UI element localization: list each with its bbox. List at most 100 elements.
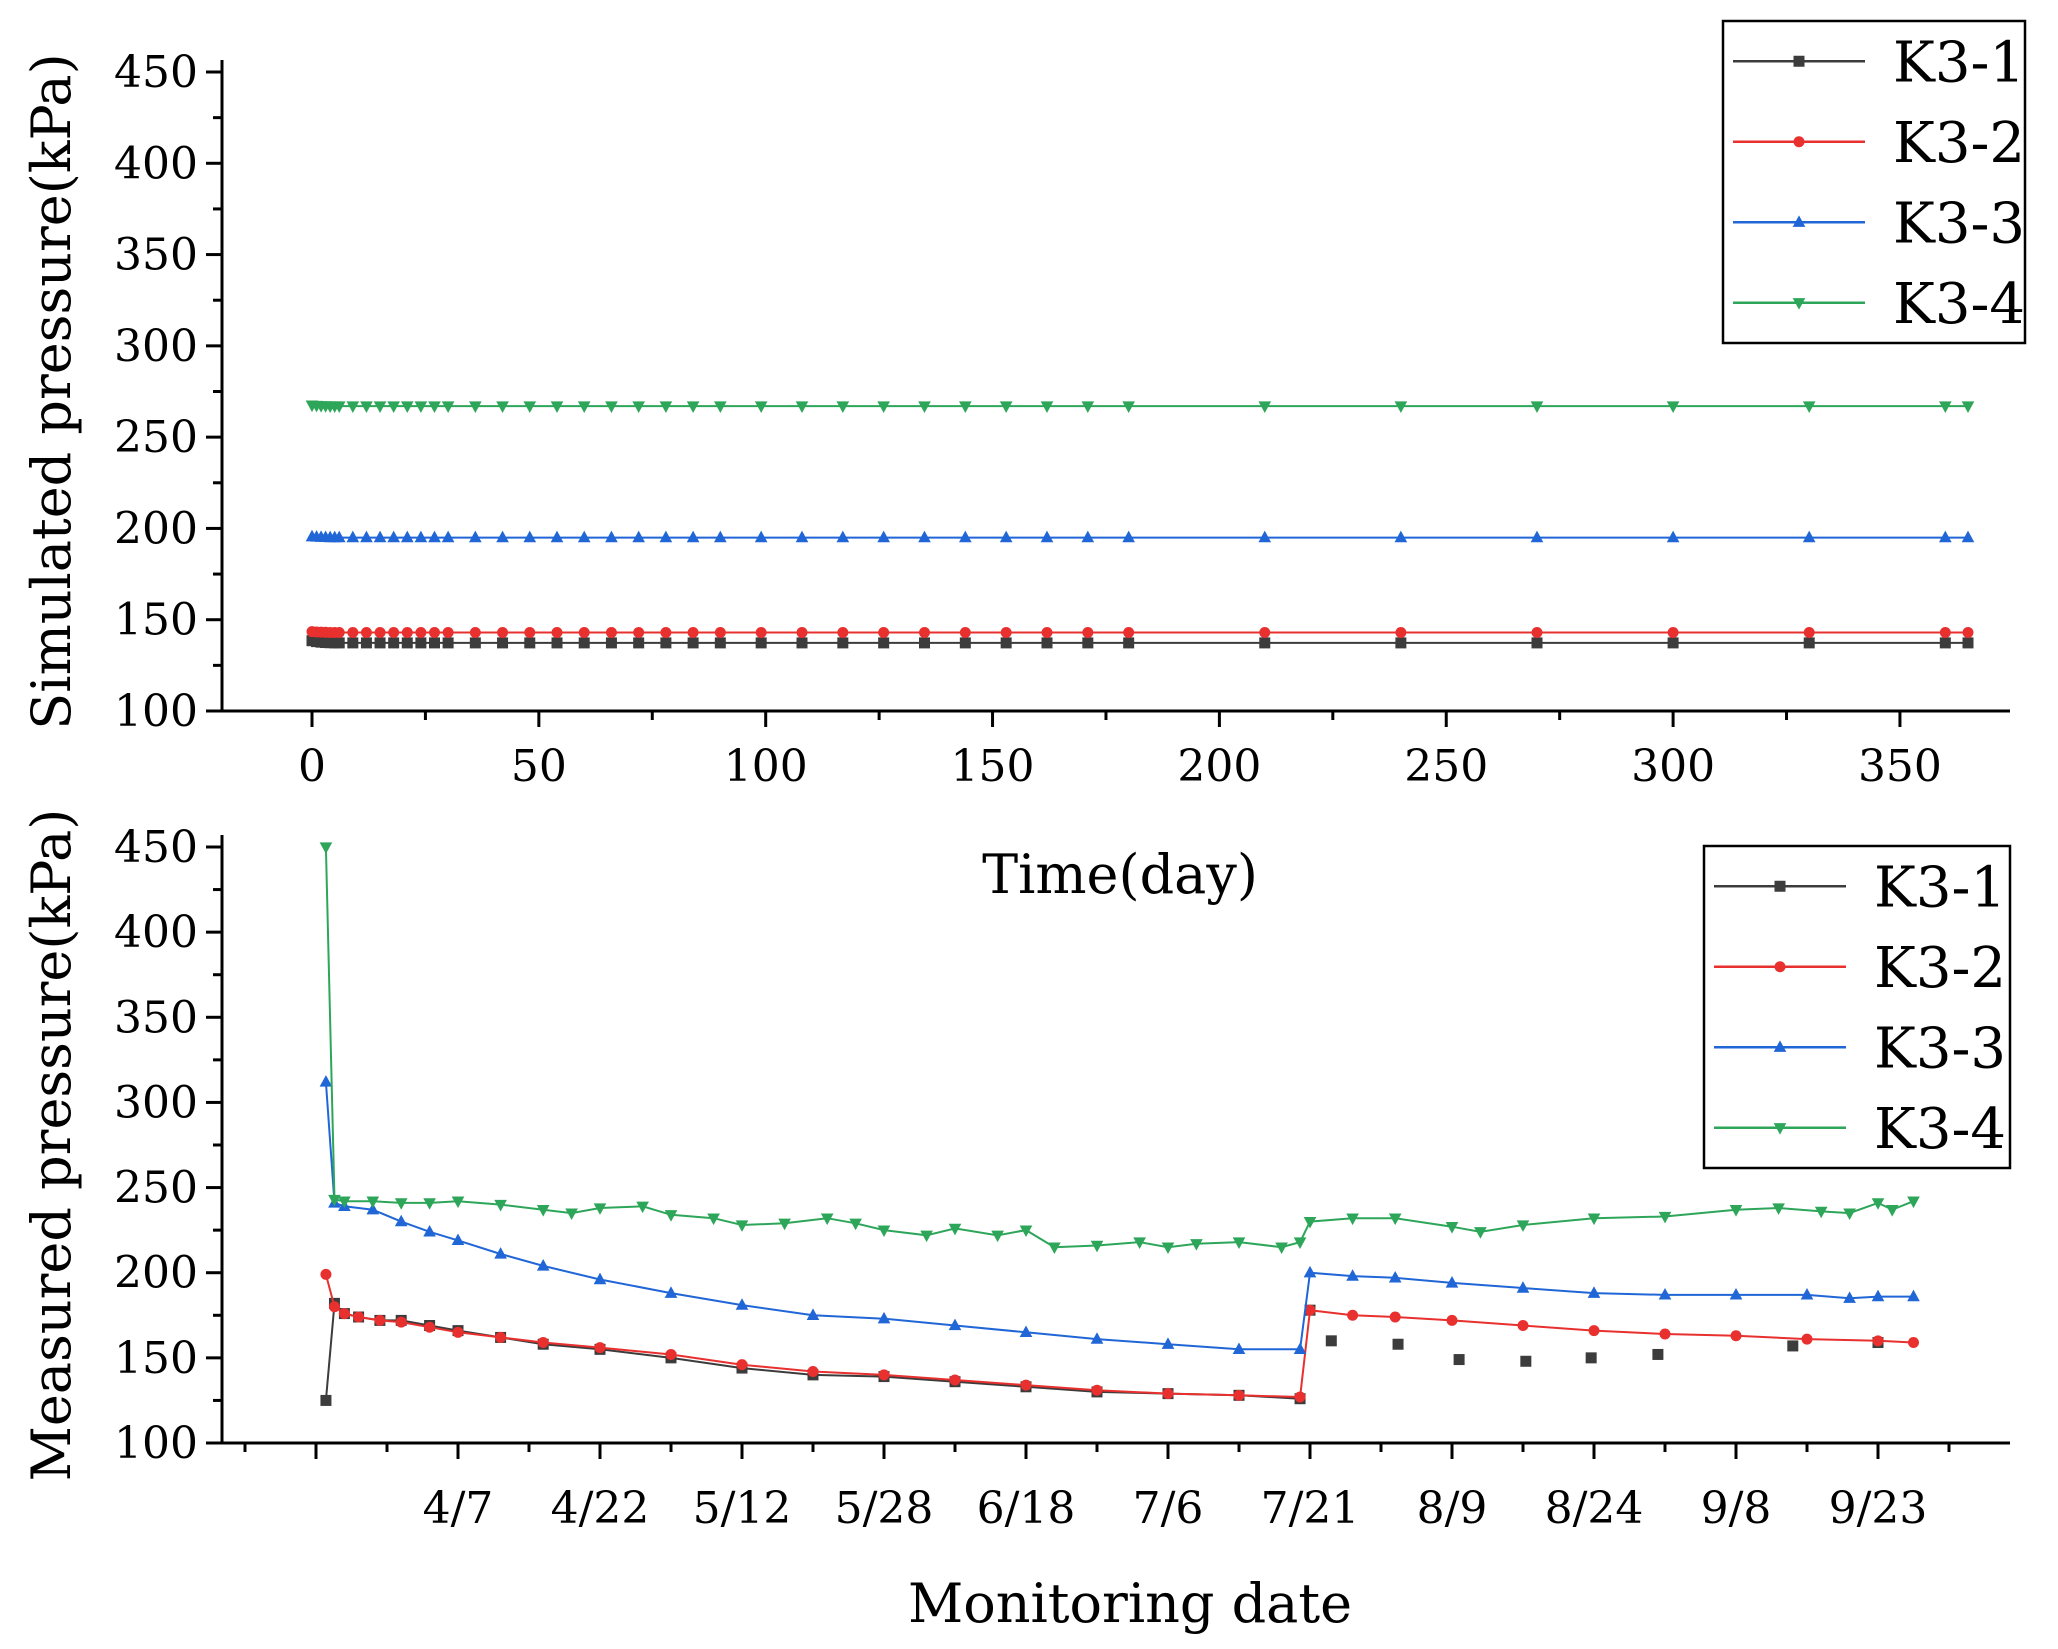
data-point (320, 1268, 332, 1280)
data-point (451, 1196, 465, 1209)
data-point (1961, 401, 1975, 413)
data-point (1040, 530, 1054, 543)
data-point (1814, 1206, 1828, 1219)
data-point (360, 401, 373, 413)
data-point (1667, 626, 1679, 638)
y-tick-label: 350 (114, 230, 198, 281)
data-point (1232, 1237, 1246, 1249)
data-point (1907, 1196, 1920, 1209)
data-point (1908, 1337, 1919, 1349)
data-point (451, 1233, 465, 1246)
data-point (1347, 1309, 1359, 1321)
data-point (714, 637, 726, 649)
data-point (469, 637, 481, 649)
data-point (735, 1298, 749, 1310)
data-point (1652, 1348, 1664, 1360)
data-point (1082, 626, 1094, 638)
data-point (328, 1194, 341, 1207)
data-point (1000, 637, 1012, 649)
data-point (1939, 637, 1951, 649)
simulated-pressure-panel: 100 150 200 250 300 350 400 450 Simulated pressu… (20, 19, 2027, 906)
data-point (878, 626, 890, 638)
data-point (605, 401, 618, 413)
data-point (806, 1308, 820, 1320)
data-point (537, 1337, 549, 1349)
x-tick-label: 350 (1858, 741, 1942, 792)
data-point (1445, 1222, 1459, 1234)
x-tick-label: 100 (724, 741, 808, 792)
data-point (1962, 637, 1974, 649)
data-point (333, 626, 345, 638)
data-point (428, 530, 441, 543)
data-point (400, 530, 414, 543)
data-point (659, 530, 673, 543)
data-point (795, 401, 809, 413)
data-point (333, 637, 345, 649)
data-point (918, 401, 931, 413)
data-point (388, 637, 400, 649)
data-point (366, 1202, 380, 1215)
data-point (496, 401, 509, 413)
data-point (755, 637, 767, 649)
data-point (415, 626, 427, 638)
data-point (495, 1331, 507, 1343)
data-point (1872, 1335, 1884, 1347)
data-point (524, 626, 536, 638)
data-point (1019, 1325, 1033, 1337)
data-point (1041, 626, 1053, 638)
data-point (686, 530, 700, 543)
data-point (959, 401, 972, 413)
legend-marker (1792, 215, 1806, 227)
data-point (388, 626, 400, 638)
x-tick-label: 150 (951, 741, 1035, 792)
legend-label: K3-1 (1893, 30, 2025, 95)
data-point (687, 637, 699, 649)
data-point (1938, 530, 1952, 543)
data-point (347, 626, 359, 638)
data-point (959, 626, 971, 638)
data-point (754, 530, 768, 543)
data-point (577, 401, 591, 413)
x-tick-label: 0 (298, 741, 326, 792)
y-tick-label: 300 (114, 321, 198, 372)
data-point (551, 626, 563, 638)
x-axis-title: Monitoring date (908, 1572, 1352, 1635)
data-point (796, 637, 808, 649)
data-point (374, 1314, 386, 1326)
data-point (1666, 401, 1680, 413)
data-point (1801, 1333, 1813, 1345)
y-tick-label: 200 (114, 503, 198, 554)
data-point (877, 1311, 891, 1324)
data-point (1389, 1311, 1401, 1323)
data-point (877, 401, 890, 413)
data-point (837, 626, 849, 638)
data-point (1258, 401, 1272, 413)
x-tick-label: 6/18 (977, 1483, 1076, 1534)
y-tick-label: 450 (114, 47, 198, 98)
y-tick-label: 100 (114, 686, 198, 737)
data-point (1090, 1332, 1104, 1344)
data-point (1666, 530, 1680, 543)
data-point (1259, 626, 1271, 638)
data-point (664, 1210, 678, 1222)
data-point (605, 626, 617, 638)
data-point (1871, 1198, 1885, 1210)
data-point (428, 626, 440, 638)
data-point (1772, 1203, 1785, 1215)
data-point (1885, 1205, 1899, 1217)
data-point (1938, 401, 1952, 413)
data-point (423, 1198, 436, 1210)
data-point (1232, 1342, 1246, 1355)
y-tick-label: 350 (114, 992, 198, 1043)
data-point (1588, 1325, 1600, 1337)
data-point (820, 1213, 834, 1226)
data-point (1961, 530, 1975, 543)
data-point (1293, 1237, 1307, 1249)
y-tick-label: 400 (114, 907, 198, 958)
data-point (395, 1316, 407, 1328)
data-point (387, 401, 400, 413)
data-point (714, 401, 727, 413)
series-k3-4 (319, 842, 1920, 1255)
data-point (1587, 1286, 1601, 1298)
data-point (523, 401, 537, 413)
